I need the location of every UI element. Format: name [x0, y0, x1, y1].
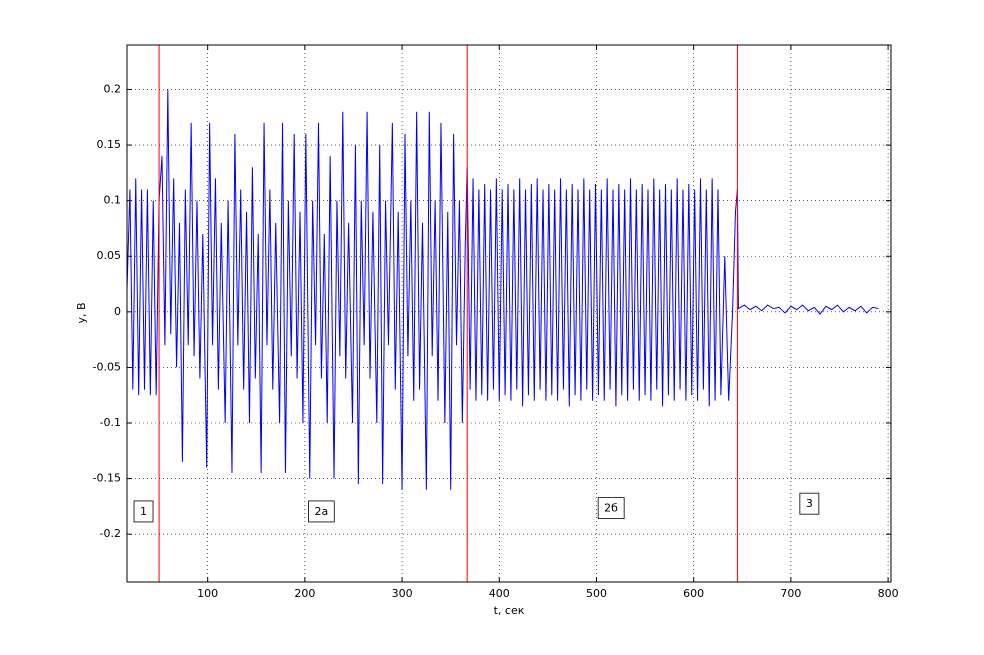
annotation-label: 3	[806, 497, 813, 510]
annotation-label: 2б	[604, 502, 618, 515]
signal-line	[127, 89, 879, 490]
y-tick-label: 0.15	[97, 138, 122, 151]
y-tick-label: 0	[114, 305, 121, 318]
y-tick-label: -0.2	[100, 527, 121, 540]
x-tick-label: 500	[586, 587, 607, 600]
y-tick-label: -0.1	[100, 416, 121, 429]
y-tick-label: 0.05	[97, 249, 122, 262]
x-tick-label: 300	[392, 587, 413, 600]
x-tick-label: 800	[878, 587, 899, 600]
annotation-label: 1	[140, 505, 147, 518]
y-tick-label: 0.1	[104, 194, 122, 207]
plot-frame	[126, 44, 892, 583]
x-tick-label: 200	[294, 587, 315, 600]
y-tick-label: -0.15	[93, 472, 121, 485]
annotation-box	[597, 497, 625, 520]
annotation-box	[308, 500, 335, 523]
x-axis-label: t, сек	[494, 604, 525, 617]
y-axis-label: y, В	[75, 302, 88, 323]
annotation-box	[799, 492, 820, 515]
x-tick-label: 100	[197, 587, 218, 600]
x-tick-label: 600	[683, 587, 704, 600]
x-tick-label: 400	[489, 587, 510, 600]
x-tick-label: 700	[780, 587, 801, 600]
y-tick-label: 0.2	[104, 82, 122, 95]
y-tick-label: -0.05	[93, 360, 121, 373]
annotation-box	[133, 500, 154, 523]
annotation-label: 2а	[315, 505, 329, 518]
